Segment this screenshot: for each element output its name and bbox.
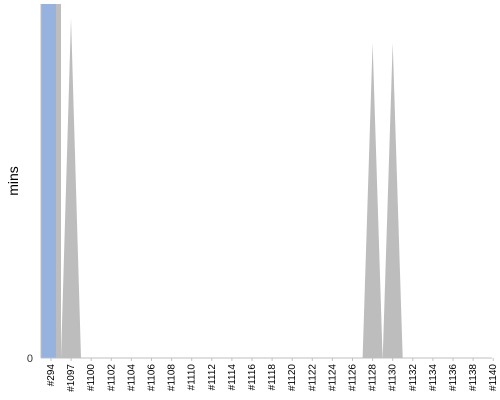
x-tick-label: #1128 bbox=[368, 364, 379, 392]
x-tick-label: #1097 bbox=[66, 364, 77, 392]
x-ticks-layer: #294 #1097 #1100 #1102 #1104 #1106 #1108 #1110 #… bbox=[46, 358, 499, 392]
x-tick-label: #1110 bbox=[187, 364, 198, 391]
x-tick-label: #1122 bbox=[307, 364, 318, 392]
series-layer bbox=[41, 4, 403, 358]
x-tick-label: #1118 bbox=[267, 364, 278, 391]
x-tick-label: #1102 bbox=[106, 364, 117, 392]
series-gray-spike-left bbox=[61, 18, 81, 358]
x-tick-label: #1116 bbox=[247, 364, 258, 391]
series-gray-column bbox=[56, 4, 61, 358]
x-tick-label: #1132 bbox=[408, 364, 419, 392]
x-tick-label: #1130 bbox=[388, 364, 399, 392]
series-gray-spike-right bbox=[382, 42, 403, 358]
x-tick-label: #1104 bbox=[126, 364, 137, 392]
x-tick-label: #1136 bbox=[448, 364, 459, 392]
x-tick-label: #1134 bbox=[428, 364, 439, 392]
x-tick-label: #1114 bbox=[227, 364, 238, 391]
x-tick-label: #1120 bbox=[287, 364, 298, 392]
y-axis-label: mins bbox=[5, 166, 21, 196]
x-tick-label: #1100 bbox=[86, 364, 97, 392]
x-tick-label: #1124 bbox=[327, 364, 338, 392]
y-tick-label: 0 bbox=[27, 353, 33, 365]
x-tick-label: #1140 bbox=[488, 364, 499, 392]
x-tick-label: #1138 bbox=[468, 364, 479, 392]
x-tick-label: #294 bbox=[46, 364, 57, 387]
x-tick-label: #1126 bbox=[348, 364, 359, 392]
x-tick-label: #1108 bbox=[167, 364, 178, 392]
series-gray-spike-right bbox=[362, 42, 383, 358]
x-tick-label: #1112 bbox=[207, 364, 218, 391]
series-blue-area bbox=[41, 4, 56, 358]
x-tick-label: #1106 bbox=[147, 364, 158, 392]
